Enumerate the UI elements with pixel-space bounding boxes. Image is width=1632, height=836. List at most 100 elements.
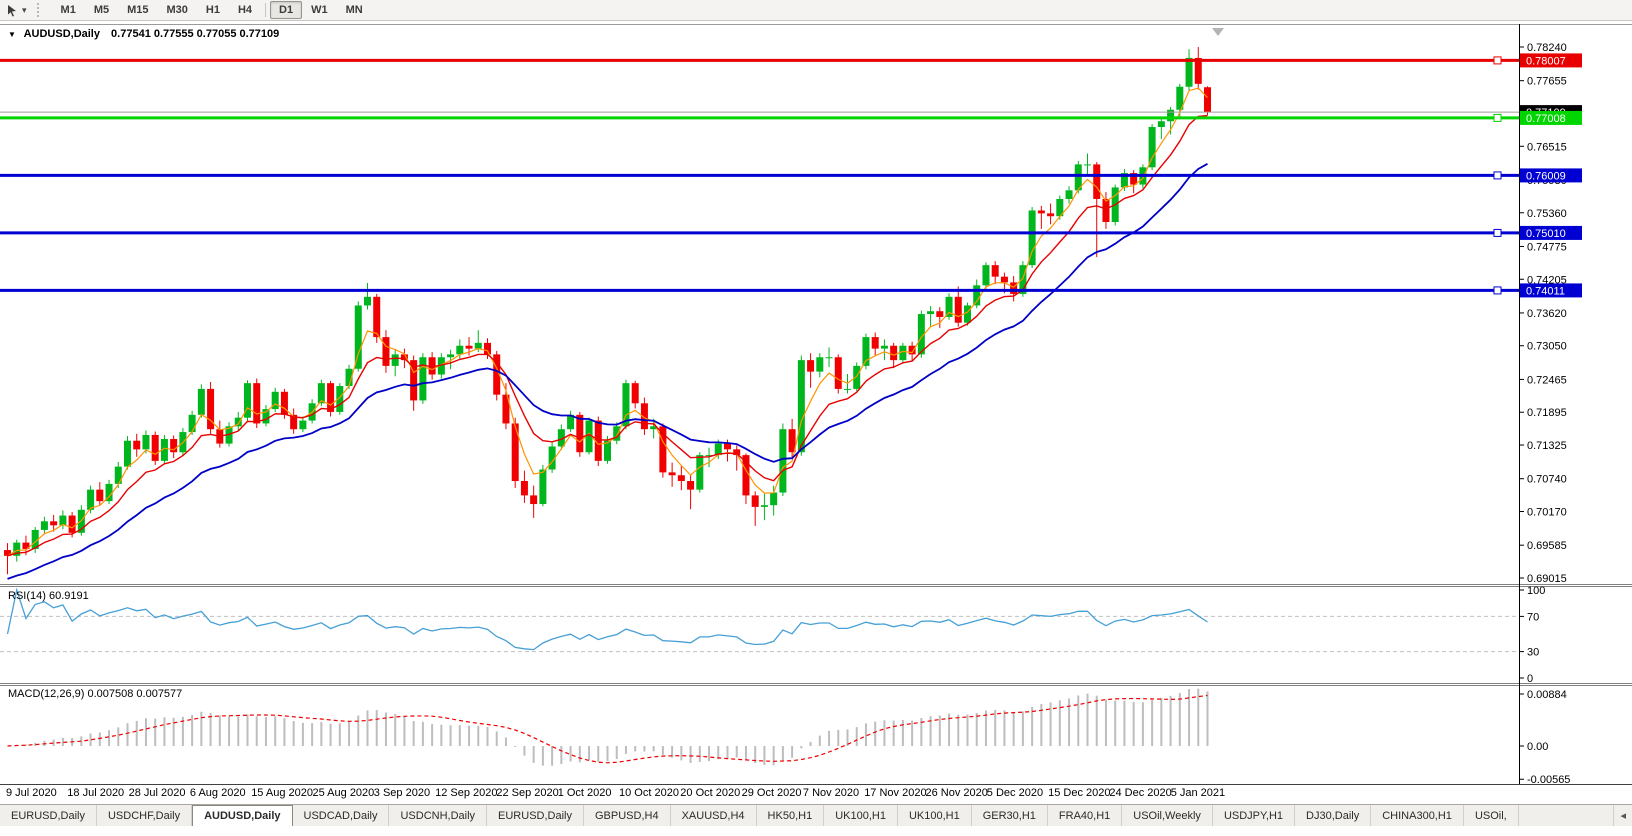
candle-down — [908, 345, 916, 355]
chart-tab-audusd-daily[interactable]: AUDUSD,Daily — [192, 805, 293, 826]
timeframe-button-m5[interactable]: M5 — [93, 4, 110, 16]
candle-down — [253, 383, 261, 424]
candle-up — [973, 285, 981, 306]
candle-up — [262, 409, 270, 424]
candle-up — [899, 345, 907, 361]
chart-tab-uk100-h1[interactable]: UK100,H1 — [898, 805, 972, 826]
candle-down — [280, 391, 288, 415]
toolbar-separator — [265, 3, 267, 17]
candle-down — [1037, 210, 1045, 214]
macd-panel[interactable] — [0, 685, 1519, 784]
dropdown-caret-icon[interactable]: ▾ — [22, 4, 27, 15]
macd-tick-label: 0.00884 — [1527, 689, 1567, 701]
cursor-tool-icon[interactable] — [4, 3, 20, 17]
candle-down — [991, 265, 999, 277]
toolbar-grip — [36, 3, 42, 17]
chart-tab-ger30-h1[interactable]: GER30,H1 — [972, 805, 1048, 826]
price-axis-badge: 0.77008 — [1520, 110, 1582, 125]
candle-down — [1047, 213, 1055, 217]
timeframe-button-h4[interactable]: H4 — [237, 4, 253, 16]
hline-handle[interactable] — [1493, 286, 1502, 295]
candle-up — [354, 305, 362, 369]
candle-down — [733, 449, 741, 456]
chart-tab-usoil-weekly[interactable]: USOil,Weekly — [1122, 805, 1213, 826]
candle-down — [1194, 57, 1202, 84]
candle-up — [862, 337, 870, 366]
candle-up — [474, 342, 482, 349]
chart-tab-hk50-h1[interactable]: HK50,H1 — [757, 805, 825, 826]
candle-down — [96, 489, 104, 502]
date-label: 26 Nov 2020 — [925, 787, 988, 799]
macd-signal-line[interactable] — [7, 694, 1208, 764]
date-label: 5 Jan 2021 — [1170, 787, 1226, 799]
candle-up — [234, 417, 242, 427]
price-tick-label: 0.72465 — [1527, 374, 1567, 386]
rsi-panel-group: 100 70 30 0 — [0, 585, 1545, 685]
macd-panel-group: 0.00884 0.00 -0.00565 — [7, 688, 1570, 786]
chart-tab-china300-h1[interactable]: CHINA300,H1 — [1371, 805, 1464, 826]
chart-tab-xauusd-h4[interactable]: XAUUSD,H4 — [671, 805, 757, 826]
candle-down — [954, 296, 962, 323]
chart-tab-usdchf-daily[interactable]: USDCHF,Daily — [97, 805, 193, 826]
chart-tabs-bar: EURUSD,Daily USDCHF,Daily AUDUSD,Daily USDC… — [0, 804, 1632, 826]
hline-handle[interactable] — [1493, 228, 1502, 237]
chart-tab-fra40-h1[interactable]: FRA40,H1 — [1048, 805, 1123, 826]
rsi-panel[interactable] — [0, 587, 1519, 683]
candle-up — [105, 483, 113, 502]
candle-down — [373, 296, 381, 338]
chart-tab-eurusd-daily[interactable]: EURUSD,Daily — [0, 805, 97, 826]
timeframe-button-m15[interactable]: M15 — [127, 4, 149, 16]
price-axis-badge: 0.76009 — [1520, 168, 1582, 183]
chart-tab-usdcad-daily[interactable]: USDCAD,Daily — [293, 805, 390, 826]
timeframe-button-mn[interactable]: MN — [345, 4, 363, 16]
timeframe-button-m30[interactable]: M30 — [166, 4, 188, 16]
candle-up — [714, 443, 722, 456]
chart-tab-eurusd-daily[interactable]: EURUSD,Daily — [487, 805, 584, 826]
time-scale[interactable]: 9 Jul 2020 18 Jul 2020 28 Jul 2020 6 Aug 20… — [0, 785, 1519, 803]
price-tick-label: 0.75360 — [1527, 208, 1567, 220]
timeframe-button-d1[interactable]: D1 — [270, 1, 303, 19]
candle-down — [170, 438, 178, 453]
mid-ma-line[interactable] — [7, 114, 1208, 557]
hline-handle[interactable] — [1493, 171, 1502, 180]
candle-down — [890, 345, 898, 361]
candle-up — [622, 383, 630, 427]
timeframe-button-w1[interactable]: W1 — [311, 4, 328, 16]
timeframe-buttons-group: M1 M5 M15 M30 H1 H4 D1 W1 MN — [52, 1, 372, 19]
chart-tab-dj30-daily[interactable]: DJ30,Daily — [1295, 805, 1372, 826]
candle-up — [271, 391, 279, 410]
candle-down — [428, 357, 436, 375]
rsi-line[interactable] — [6, 587, 1208, 651]
chart-tab-usdcnh-daily[interactable]: USDCNH,Daily — [389, 805, 488, 826]
price-tick-label: 0.77655 — [1527, 76, 1567, 88]
hline-handle[interactable] — [1493, 113, 1502, 122]
tabs-scroll-left-icon[interactable]: ◂ — [1613, 805, 1632, 826]
price-tick-label: 0.70170 — [1527, 507, 1567, 519]
fast-ma-line[interactable] — [7, 87, 1208, 557]
chart-plot-area[interactable] — [0, 24, 1519, 584]
chart-tab-uk100-h1[interactable]: UK100,H1 — [824, 805, 898, 826]
chart-tab-usoil-[interactable]: USOil, — [1464, 805, 1519, 826]
candle-up — [87, 489, 95, 510]
candle-down — [742, 455, 750, 496]
chart-symbol-period: AUDUSD,Daily — [23, 28, 100, 40]
price-scale[interactable] — [1519, 24, 1632, 784]
hline-handle[interactable] — [1493, 56, 1502, 65]
collapse-triangle-icon[interactable]: ▼ — [8, 30, 16, 39]
date-label: 1 Oct 2020 — [557, 787, 612, 799]
candle-down — [207, 388, 215, 430]
candle-up — [1065, 190, 1073, 199]
candle-up — [197, 388, 205, 415]
timeframe-button-m1[interactable]: M1 — [60, 4, 76, 16]
candle-down — [631, 383, 639, 404]
chart-tab-gbpusd-h4[interactable]: GBPUSD,H4 — [584, 805, 671, 826]
slow-ma-line[interactable] — [7, 163, 1208, 580]
chart-tab-usdjpy-h1[interactable]: USDJPY,H1 — [1213, 805, 1296, 826]
price-tick-label: 0.73620 — [1527, 308, 1567, 320]
candle-down — [659, 426, 667, 473]
chart-shift-marker-icon[interactable] — [1212, 28, 1224, 36]
timeframe-button-h1[interactable]: H1 — [205, 4, 220, 16]
date-label: 17 Nov 2020 — [864, 787, 927, 799]
